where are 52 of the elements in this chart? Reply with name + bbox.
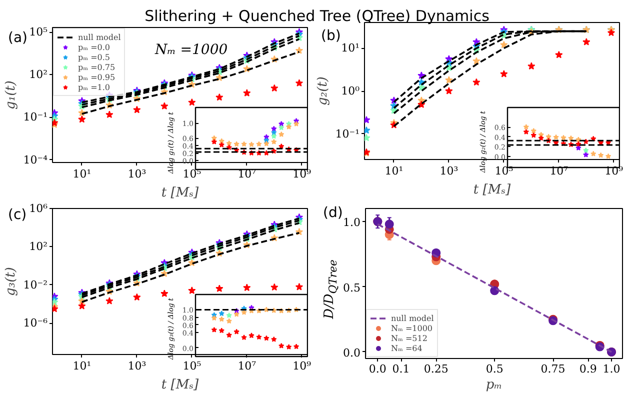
text: (d)	[323, 205, 343, 222]
text: (c)	[8, 207, 27, 224]
x-axis-title: t [Mₛ]	[161, 186, 200, 200]
x-tick-label: 0.9	[579, 362, 597, 376]
chart-title: Slithering + Quenched Tree (QTree) Dynamics	[144, 6, 490, 27]
legend-label: pₘ =1.0	[78, 82, 110, 92]
x-tick-label: 10¹	[384, 164, 404, 178]
x-tick-label: 10³	[440, 164, 458, 178]
x-tick-label: 0.1	[392, 362, 410, 376]
y-tick-label: 10¹	[341, 42, 360, 55]
y-tick-label: 10⁰	[341, 84, 360, 98]
x-tick-label: 10³	[128, 168, 146, 180]
legend-label: null model	[78, 32, 121, 42]
x-axis-title: t [Mₛ]	[161, 378, 200, 392]
x-axis-title: pₘ	[486, 378, 502, 392]
y-axis-title: g₃(t)	[3, 267, 18, 296]
x-axis-title: t [Mₛ]	[473, 182, 512, 198]
y-tick-label: 10⁵	[29, 26, 48, 39]
x-tick-label: 10¹	[72, 168, 92, 180]
x-tick-label: 10¹	[72, 360, 92, 372]
y-tick-label: 10⁻¹	[335, 127, 360, 140]
text: (b)	[321, 28, 341, 44]
y-axis-title: g₁(t)	[3, 80, 18, 110]
x-tick-label: 10⁹	[292, 360, 312, 372]
y-tick-label: 10⁻⁴	[23, 153, 48, 166]
text: (a)	[8, 30, 28, 46]
y-axis-title: g₂(t)	[315, 76, 330, 106]
x-tick-label: 0.25	[424, 362, 448, 376]
y-tick-label: 1.0	[343, 216, 361, 230]
y-tick-label: 0.0	[343, 346, 361, 360]
y-tick-label: 0.5	[343, 281, 361, 294]
y-tick-label: 10²	[29, 240, 48, 254]
annotation: Nₘ =1000	[155, 42, 228, 58]
legend-label: Nₘ =64	[391, 343, 422, 353]
x-tick-label: 10⁷	[238, 360, 257, 372]
y-tick-label: 10⁶	[29, 202, 48, 215]
x-tick-label: 0.0	[368, 362, 386, 376]
legend-label: pₘ =0.0	[78, 42, 110, 52]
legend-label: pₘ =0.5	[78, 52, 110, 62]
y-tick-label: 10⁻¹	[23, 110, 48, 124]
legend-label: pₘ =0.75	[78, 62, 116, 72]
y-tick-label: 10²	[29, 68, 48, 82]
y-tick-label: 10⁻²	[23, 278, 48, 292]
y-tick-label: 10⁻⁶	[23, 316, 48, 330]
x-tick-label: 1.0	[602, 362, 620, 376]
legend-label: null model	[391, 313, 434, 323]
x-tick-label: 0.75	[540, 362, 566, 376]
x-tick-label: 10⁹	[292, 168, 312, 180]
legend-label: Nₘ =512	[391, 333, 428, 343]
legend-label: pₘ =0.95	[78, 72, 116, 82]
x-tick-label: 10³	[128, 360, 146, 372]
legend-label: Nₘ =1000	[391, 323, 433, 333]
